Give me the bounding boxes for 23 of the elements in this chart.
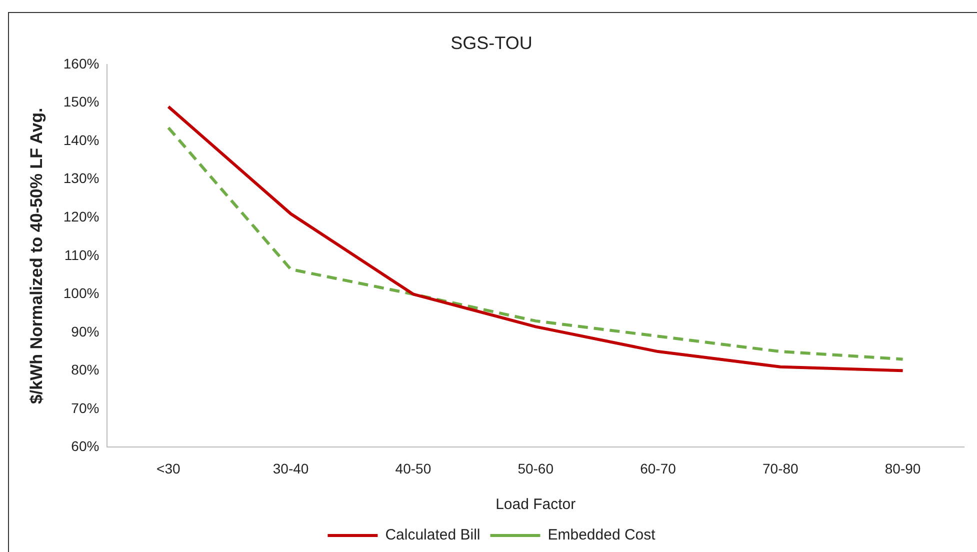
y-tick-label: 80% <box>71 362 100 378</box>
y-tick-label: 60% <box>71 438 100 454</box>
x-tick-label: 40-50 <box>395 460 432 476</box>
y-tick-label: 70% <box>71 400 100 416</box>
legend-label: Calculated Bill <box>385 526 480 544</box>
chart-title: SGS-TOU <box>450 32 532 53</box>
y-tick-label: 140% <box>63 132 100 148</box>
x-tick-label: 50-60 <box>518 460 554 476</box>
x-tick-label: 70-80 <box>762 460 799 476</box>
x-tick-label: <30 <box>156 460 180 476</box>
legend-label: Embedded Cost <box>548 526 656 544</box>
y-tick-label: 110% <box>64 246 100 263</box>
x-axis-title: Load Factor <box>496 496 576 514</box>
y-tick-label: 100% <box>63 285 100 302</box>
y-tick-label: 90% <box>71 323 100 340</box>
x-tick-label: 80-90 <box>884 460 921 476</box>
y-axis-title: $/kWh Normalized to 40-50% LF Avg. <box>26 108 46 404</box>
x-tick-label: 30-40 <box>272 460 309 476</box>
y-tick-label: 120% <box>63 208 100 224</box>
x-tick-label: 60-70 <box>640 460 676 476</box>
y-tick-label: 130% <box>63 170 100 186</box>
y-tick-label: 160% <box>63 55 100 72</box>
y-tick-label: 150% <box>63 94 100 110</box>
